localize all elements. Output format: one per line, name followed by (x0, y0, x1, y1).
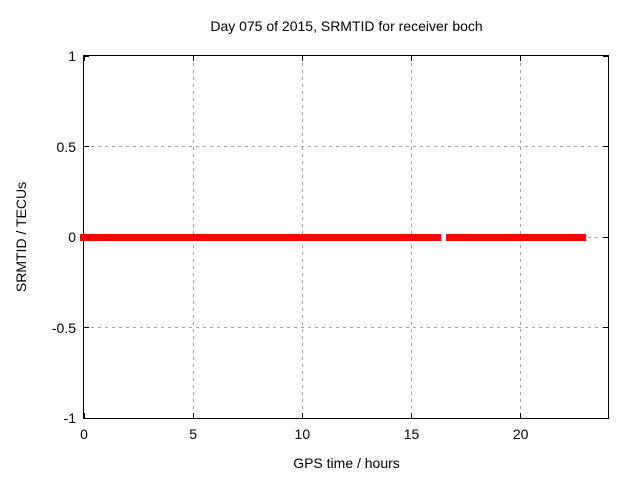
x-tick-bottom (192, 413, 194, 418)
x-tick-top (192, 56, 194, 61)
y-tick-label: 0.5 (56, 138, 76, 155)
y-tick-label: -1 (63, 410, 76, 426)
x-tick-label: 15 (403, 426, 420, 442)
y-gridline (84, 327, 608, 328)
x-tick-top (411, 56, 412, 61)
data-gap (440, 232, 446, 242)
y-tick-left (84, 327, 89, 328)
chart-title: Day 075 of 2015, SRMTID for receiver boc… (210, 18, 483, 34)
y-tick-left (84, 146, 89, 147)
y-tick-label: 1 (68, 48, 76, 64)
data-series-segment (80, 233, 441, 241)
x-tick-label: 20 (512, 426, 529, 442)
x-tick-bottom (520, 413, 522, 418)
x-tick-bottom (411, 413, 412, 418)
y-tick-right (603, 236, 608, 238)
data-series-segment (445, 233, 587, 241)
y-gridline (84, 146, 608, 147)
y-tick-left (84, 417, 89, 419)
y-tick-right (603, 146, 608, 147)
y-tick-right (603, 327, 608, 328)
x-tick-top (520, 56, 522, 61)
x-tick-top (301, 56, 303, 61)
x-tick-label: 5 (189, 426, 198, 442)
y-tick-left (84, 55, 89, 57)
y-tick-left (84, 236, 89, 238)
y-tick-right (603, 417, 608, 419)
y-tick-right (603, 55, 608, 57)
y-tick-label: -0.5 (51, 319, 76, 336)
y-tick-label: 0 (68, 229, 76, 245)
plot-area: 0 5 10 15 20 1 0.5 0 -0.5 -1 (52, 48, 609, 442)
x-axis-label: GPS time / hours (293, 455, 400, 471)
x-tick-label: 0 (80, 426, 88, 442)
x-tick-top (83, 56, 85, 61)
x-tick-bottom (83, 413, 85, 418)
x-tick-label: 10 (294, 426, 311, 442)
x-tick-bottom (301, 413, 303, 418)
